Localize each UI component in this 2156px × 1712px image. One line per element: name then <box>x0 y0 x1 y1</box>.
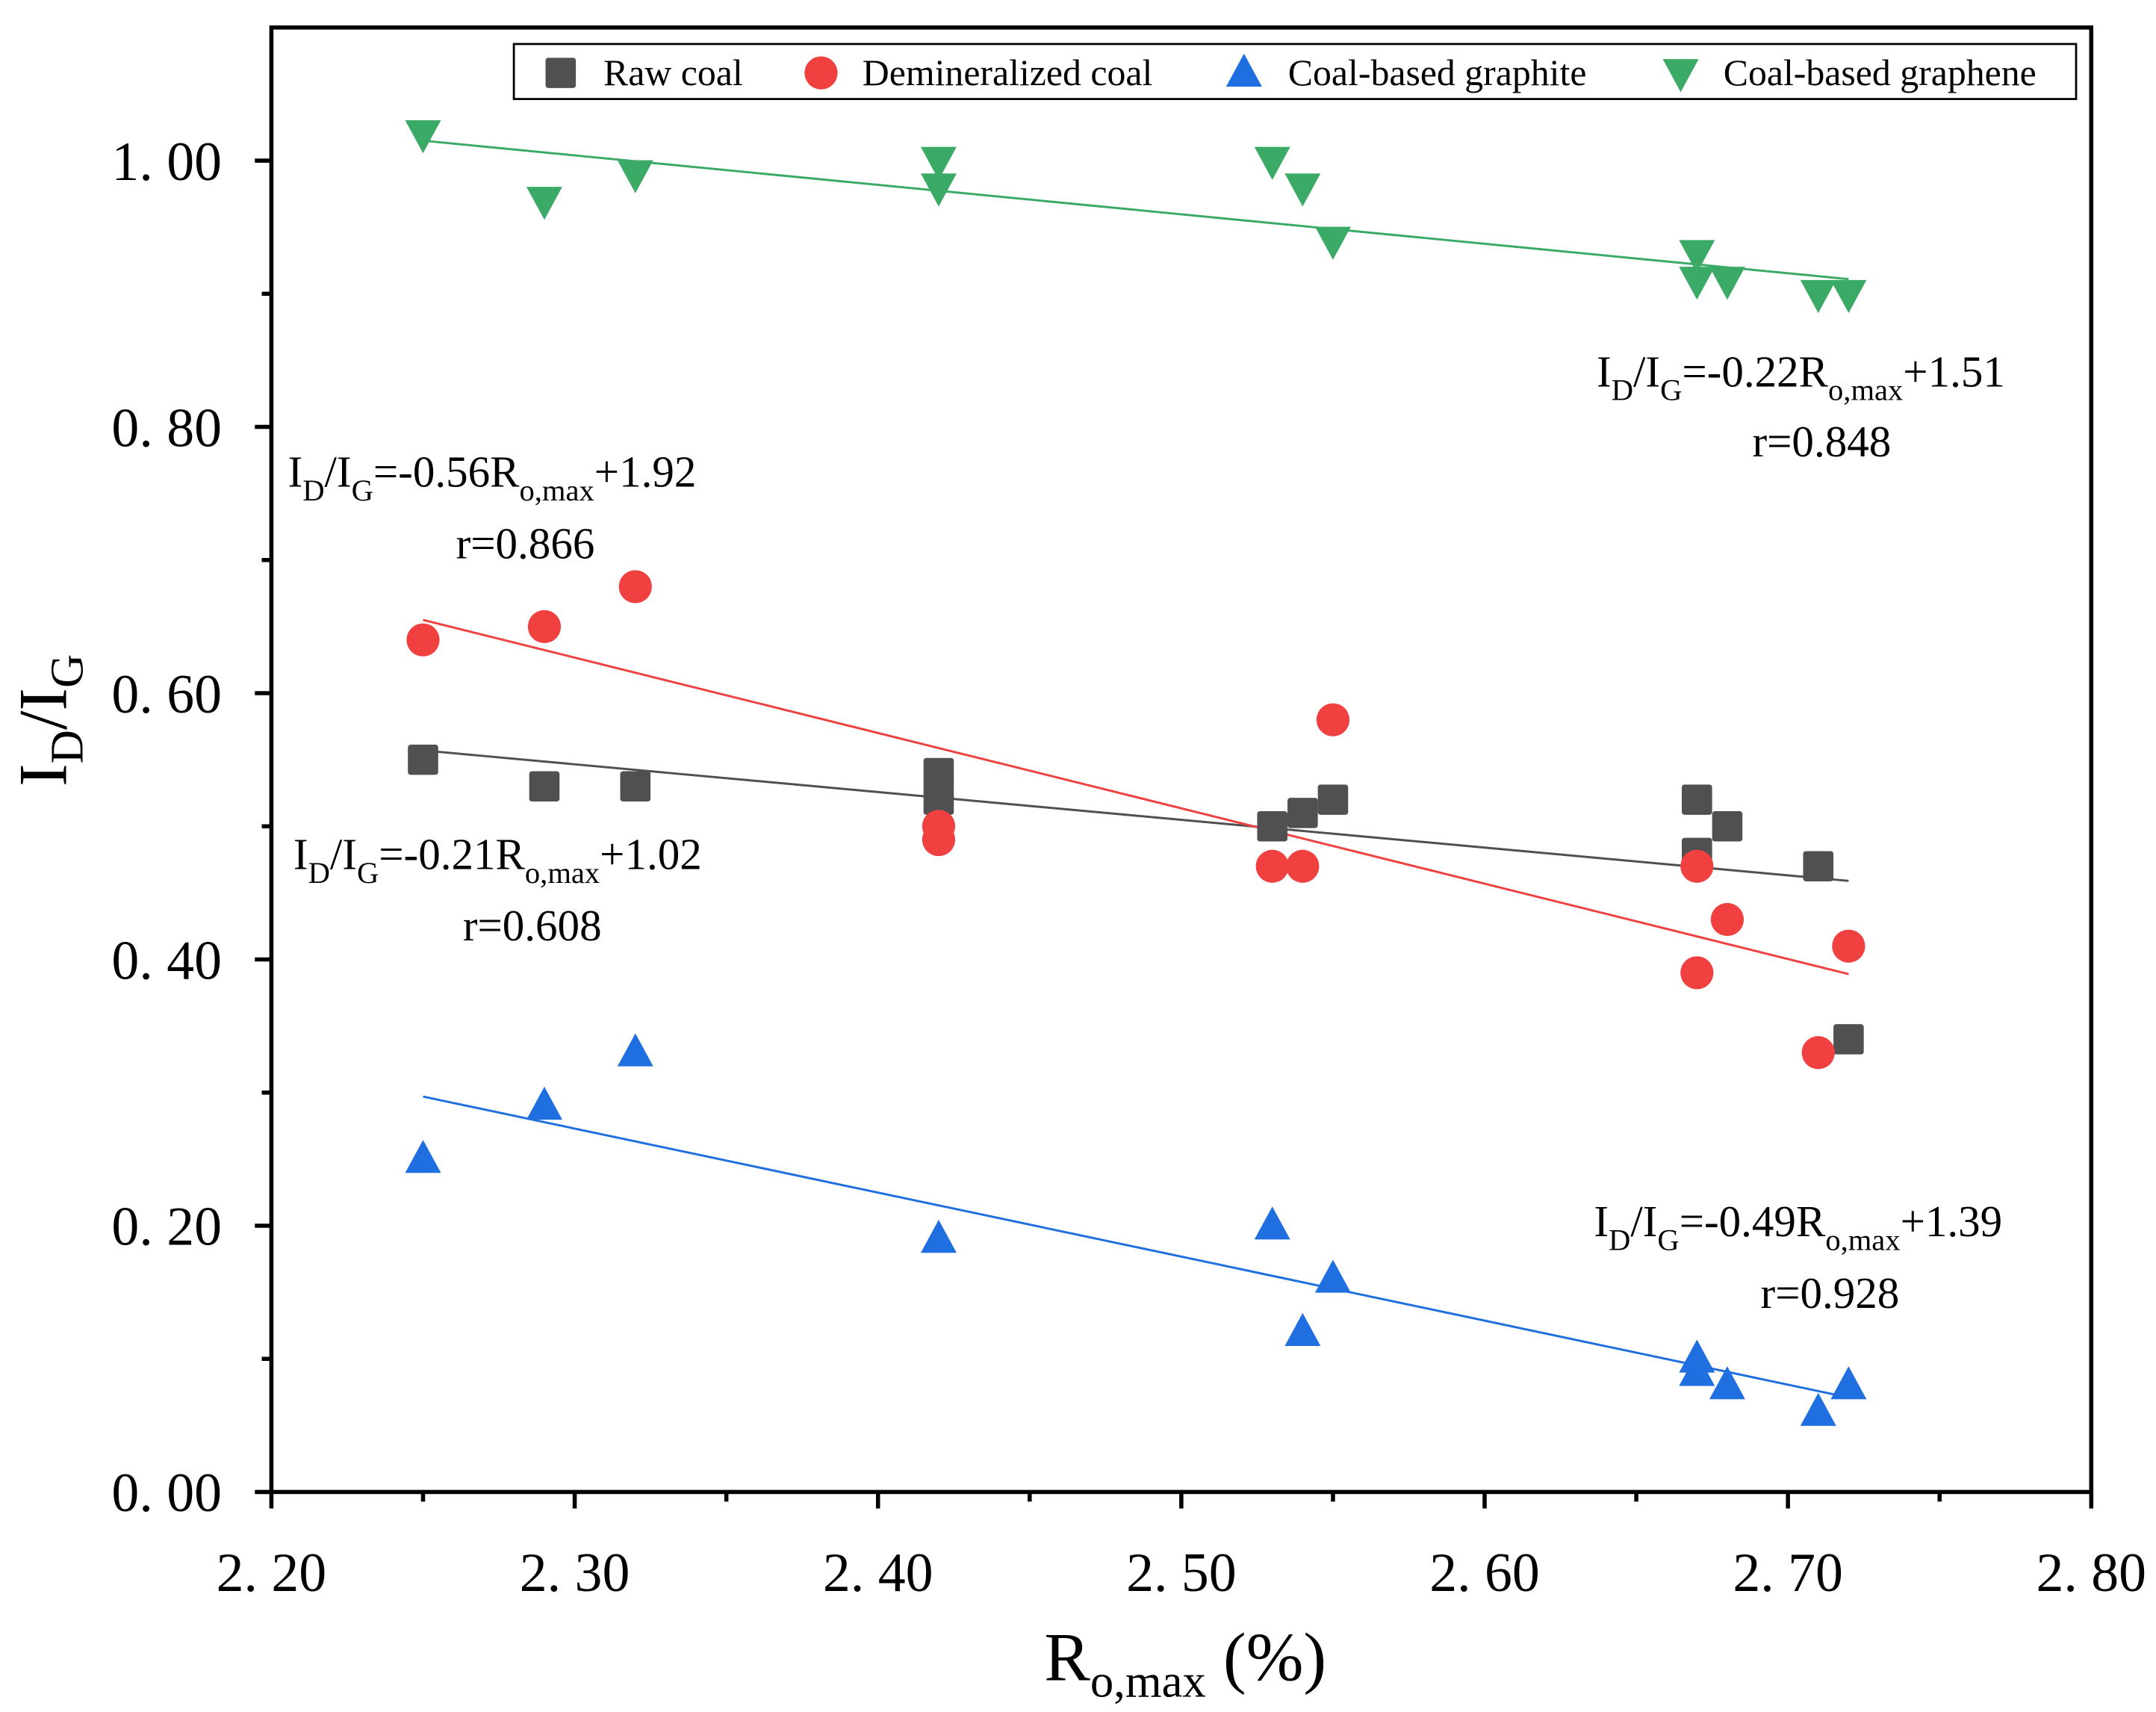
point-coal-based-graphene <box>1679 240 1715 273</box>
point-demineralized-coal <box>1255 849 1289 883</box>
legend-marker-coal-based-graphene <box>1662 59 1699 93</box>
point-coal-based-graphene <box>1254 146 1290 180</box>
point-coal-based-graphene <box>1709 267 1745 300</box>
axis-ticks: 2. 20 2. 30 2. 40 2. 50 2. 60 2. 70 2. 80 0. 00… <box>111 131 2146 1603</box>
point-demineralized-coal <box>1680 956 1714 990</box>
point-coal-based-graphite <box>1314 1259 1351 1293</box>
fit-line-coal-based-graphene <box>423 139 1849 281</box>
data-points <box>405 120 1867 1426</box>
point-demineralized-coal <box>1680 849 1714 883</box>
point-coal-based-graphite <box>1679 1353 1715 1386</box>
point-raw-coal <box>1317 784 1349 815</box>
r-value-coal-based-graphite: r=0.928 <box>1761 1268 1900 1318</box>
point-coal-based-graphite <box>405 1140 441 1173</box>
x-tick-label: 2. 80 <box>2037 1542 2147 1603</box>
fit-lines <box>423 139 1849 1399</box>
point-coal-based-graphite <box>1254 1206 1290 1240</box>
y-tick-label: 1. 00 <box>111 131 222 192</box>
legend-marker-demineralized-coal <box>804 56 838 90</box>
point-raw-coal <box>1833 1024 1864 1055</box>
point-coal-based-graphene <box>920 173 957 207</box>
annotation-coal-based-graphene: ID/IG=-0.22Ro,max+1.51 r=0.848 <box>1597 347 2005 466</box>
annotation-demineralized-coal: ID/IG=-0.56Ro,max+1.92 r=0.866 <box>288 447 697 568</box>
x-tick-label: 2. 20 <box>217 1542 327 1603</box>
point-raw-coal <box>529 771 560 802</box>
x-axis-label: Ro,max (%) <box>1044 1619 1326 1708</box>
point-raw-coal <box>1287 798 1318 828</box>
y-tick-label: 0. 20 <box>111 1196 222 1257</box>
r-value-coal-based-graphene: r=0.848 <box>1752 417 1891 466</box>
point-coal-based-graphene <box>617 160 653 193</box>
y-tick-label: 0. 40 <box>111 929 222 990</box>
point-coal-based-graphite <box>1830 1366 1867 1400</box>
x-tick-label: 2. 50 <box>1126 1542 1237 1603</box>
point-coal-based-graphene <box>1830 279 1867 314</box>
point-coal-based-graphite <box>1284 1312 1321 1346</box>
point-raw-coal <box>408 744 438 775</box>
y-axis-label: ID/IG <box>4 654 93 787</box>
legend-label-demineralized-coal: Demineralized coal <box>863 52 1153 93</box>
point-raw-coal <box>923 757 954 789</box>
equation-demineralized-coal: ID/IG=-0.56Ro,max+1.92 <box>288 447 697 507</box>
point-coal-based-graphene <box>920 146 957 180</box>
x-tick-label: 2. 70 <box>1733 1542 1843 1603</box>
point-raw-coal <box>923 784 954 815</box>
point-coal-based-graphene <box>1314 226 1351 260</box>
point-coal-based-graphene <box>1800 279 1836 314</box>
point-demineralized-coal <box>1801 1036 1835 1070</box>
x-tick-label: 2. 60 <box>1429 1542 1540 1603</box>
point-demineralized-coal <box>618 570 652 604</box>
point-demineralized-coal <box>406 623 440 657</box>
point-raw-coal <box>1803 851 1834 881</box>
point-demineralized-coal <box>1832 929 1865 963</box>
point-coal-based-graphene <box>1284 173 1321 207</box>
annotation-coal-based-graphite: ID/IG=-0.49Ro,max+1.39 r=0.928 <box>1594 1197 2002 1318</box>
x-tick-label: 2. 40 <box>823 1542 933 1603</box>
legend-marker-raw-coal <box>545 58 577 88</box>
y-tick-label: 0. 80 <box>111 397 222 458</box>
r-value-demineralized-coal: r=0.866 <box>456 518 595 568</box>
y-tick-label: 0. 60 <box>111 663 222 725</box>
legend: Raw coal Demineralized coal Coal-based g… <box>512 43 2078 100</box>
equation-coal-based-graphite: ID/IG=-0.49Ro,max+1.39 <box>1594 1197 2002 1256</box>
legend-box <box>512 43 2078 100</box>
point-coal-based-graphite <box>617 1033 653 1067</box>
point-coal-based-graphite <box>526 1086 562 1120</box>
point-raw-coal <box>1257 811 1287 842</box>
point-coal-based-graphene <box>405 120 441 154</box>
equation-coal-based-graphene: ID/IG=-0.22Ro,max+1.51 <box>1597 347 2005 406</box>
point-coal-based-graphite <box>1800 1392 1836 1426</box>
point-coal-based-graphene <box>1679 267 1715 300</box>
r-value-raw-coal: r=0.608 <box>463 901 602 950</box>
point-coal-based-graphite <box>1709 1366 1745 1400</box>
fit-line-raw-coal <box>423 749 1849 882</box>
fit-line-coal-based-graphite <box>423 1095 1849 1399</box>
point-raw-coal <box>1682 784 1712 815</box>
y-tick-label: 0. 00 <box>111 1462 222 1523</box>
fit-line-demineralized-coal <box>423 618 1849 976</box>
equation-raw-coal: ID/IG=-0.21Ro,max+1.02 <box>293 830 702 890</box>
point-demineralized-coal <box>1286 849 1320 883</box>
point-raw-coal <box>620 771 651 802</box>
x-tick-label: 2. 30 <box>520 1542 630 1603</box>
point-demineralized-coal <box>527 610 562 643</box>
legend-label-coal-based-graphite: Coal-based graphite <box>1288 52 1587 93</box>
annotation-raw-coal: ID/IG=-0.21Ro,max+1.02 r=0.608 <box>293 830 702 951</box>
point-demineralized-coal <box>922 822 956 857</box>
point-raw-coal <box>1712 811 1743 842</box>
legend-label-coal-based-graphene: Coal-based graphene <box>1724 52 2037 93</box>
legend-label-raw-coal: Raw coal <box>603 52 743 93</box>
legend-marker-coal-based-graphite <box>1225 53 1262 87</box>
point-demineralized-coal <box>1316 703 1350 736</box>
point-coal-based-graphene <box>526 187 562 220</box>
point-demineralized-coal <box>1710 902 1745 937</box>
point-coal-based-graphite <box>920 1220 957 1253</box>
